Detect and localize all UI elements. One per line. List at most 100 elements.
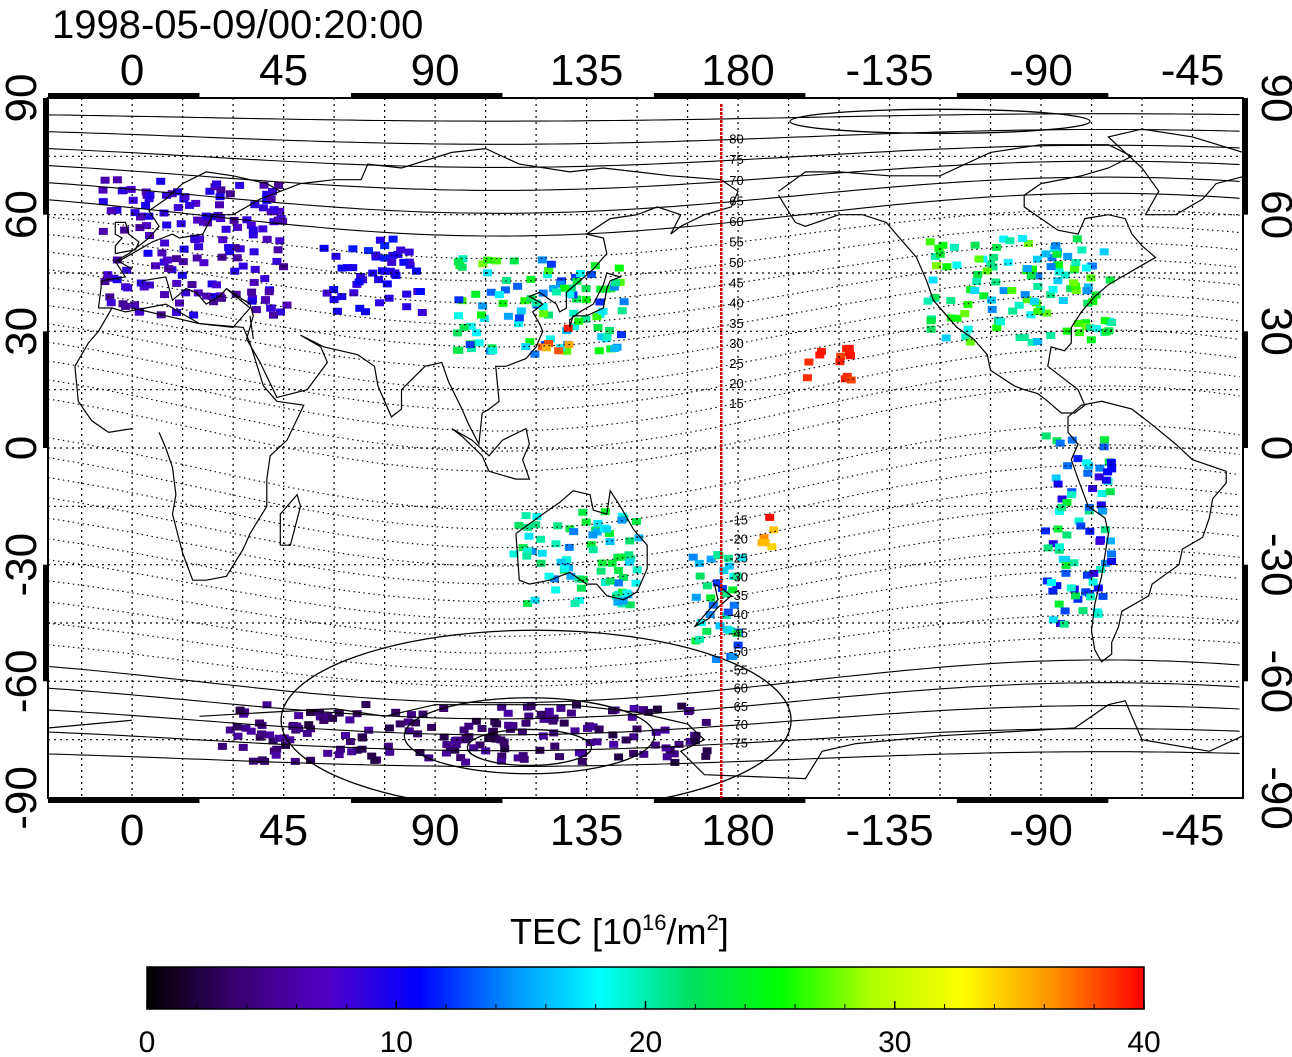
tec-cell (1093, 610, 1103, 618)
tec-cell (164, 265, 174, 272)
tec-cell (836, 352, 846, 360)
tec-cell (393, 250, 403, 258)
frame-segment-left (43, 564, 48, 682)
tec-cell (1060, 271, 1070, 279)
tec-cell (509, 550, 519, 558)
tec-cell (355, 304, 365, 312)
tec-cell (180, 193, 190, 201)
contour-label: -15 (729, 512, 748, 527)
tec-cell (319, 244, 329, 252)
tec-cell (225, 190, 235, 198)
tec-cell (348, 264, 358, 272)
tec-cell (212, 281, 221, 289)
tec-cell (221, 225, 231, 233)
tec-cell (551, 586, 561, 594)
tec-cell (269, 747, 279, 755)
contour-label: 15 (729, 396, 743, 411)
tec-cell (262, 701, 272, 709)
tec-cell (391, 708, 401, 716)
tec-cell (702, 582, 712, 590)
lon-tick-label-top: 180 (701, 46, 774, 95)
tec-cell (105, 293, 115, 301)
tec-cell (404, 727, 414, 735)
tec-cell (1062, 327, 1072, 335)
tec-cell (494, 291, 504, 299)
tec-cell (629, 749, 639, 757)
tec-cell (608, 707, 617, 715)
tec-cell (212, 180, 222, 188)
tec-cell (357, 733, 367, 741)
tec-cell (1106, 537, 1115, 545)
tec-cell (349, 289, 359, 297)
lon-tick-label-top: 0 (120, 46, 144, 95)
tec-cell (759, 534, 769, 542)
tec-cell (999, 287, 1009, 295)
tec-cell (562, 556, 572, 564)
tec-cell (1047, 579, 1056, 586)
tec-cell (143, 249, 153, 257)
tec-cell (144, 212, 154, 220)
tec-cell (384, 294, 394, 302)
tec-cell (451, 740, 461, 748)
tec-cell (478, 260, 488, 268)
tec-cell (458, 255, 468, 263)
tec-cell (388, 235, 398, 243)
tec-cell (181, 289, 191, 297)
n-america-coast (777, 144, 1157, 414)
tec-cell (271, 751, 281, 759)
tec-cell (1067, 491, 1076, 499)
tec-cell (1048, 286, 1058, 293)
tec-cell (257, 730, 266, 738)
lon-tick-label-bottom: -45 (1161, 806, 1225, 855)
tec-cell (576, 584, 586, 592)
tec-cell (1092, 325, 1102, 333)
tec-cell (255, 719, 264, 727)
tec-cell (513, 754, 523, 762)
tec-cell (1082, 287, 1092, 295)
polar-contour (789, 108, 1091, 134)
tec-cell (1077, 246, 1087, 254)
tec-cell (601, 578, 610, 586)
tec-cell (1003, 258, 1013, 266)
tec-cell (946, 297, 956, 305)
tec-cell (391, 271, 401, 279)
lon-tick-label-bottom: 45 (259, 806, 308, 855)
tec-cell (1005, 237, 1015, 245)
tec-cell (1099, 248, 1109, 256)
s-america-coast (1067, 400, 1227, 663)
tec-cell (1053, 480, 1063, 488)
tec-cell (546, 335, 555, 343)
tec-cell (337, 264, 347, 272)
tec-cell (524, 532, 534, 540)
tec-cell (970, 241, 980, 249)
tec-cell (1051, 474, 1061, 482)
tec-cell (622, 589, 632, 597)
magnetic-latitude-contour (48, 242, 1240, 304)
tec-cell (157, 249, 167, 257)
tec-cell (588, 531, 598, 539)
frame-segment-top (956, 93, 1109, 98)
tec-cell (539, 715, 549, 723)
tec-cell (269, 311, 278, 319)
tec-cell (232, 723, 242, 731)
magnetic-latitude-contour (48, 592, 1240, 654)
tec-cell (691, 593, 701, 601)
tec-cell (282, 301, 292, 309)
tec-cell (550, 742, 560, 750)
tec-cell (1033, 308, 1043, 316)
tec-cell (627, 713, 637, 721)
africa-coast (74, 303, 305, 581)
tec-cell (846, 376, 856, 384)
tec-cell (294, 712, 304, 720)
lat-tick-label-left: 90 (0, 74, 46, 123)
tec-cell (618, 597, 628, 605)
tec-cell (711, 656, 721, 663)
tec-cell (1096, 501, 1106, 509)
tec-cell (1048, 616, 1058, 624)
tec-cell (464, 733, 474, 741)
uk-coast (114, 221, 140, 255)
tec-cell (498, 299, 508, 307)
tec-cell (1059, 620, 1069, 628)
tec-cell (387, 258, 397, 266)
tec-cell (728, 586, 738, 594)
